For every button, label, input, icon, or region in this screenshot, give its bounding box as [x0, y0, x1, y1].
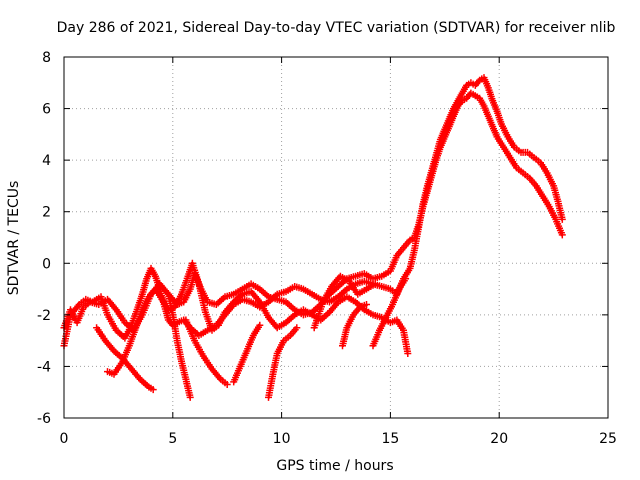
x-tick-label: 10: [273, 431, 291, 447]
y-tick-label: -4: [37, 359, 51, 375]
x-tick-label: 25: [599, 431, 617, 447]
chart-title: Day 286 of 2021, Sidereal Day-to-day VTE…: [57, 20, 616, 36]
series-track-6: [182, 316, 231, 388]
axis-ticks: [63, 56, 609, 419]
y-tick-label: 4: [42, 153, 51, 169]
series-track-9: [310, 272, 379, 332]
x-axis-title: GPS time / hours: [276, 458, 393, 474]
y-tick-label: 8: [42, 50, 51, 66]
y-tick-label: 2: [42, 205, 51, 221]
series-track-11: [369, 275, 410, 350]
y-tick-labels: -6 -4 -2 0 2 4 6 8: [37, 50, 51, 427]
marker-trace: [265, 324, 301, 401]
y-axis-title: SDTVAR / TECUs: [6, 181, 22, 296]
marker-trace: [93, 324, 157, 394]
series-track-7: [230, 321, 264, 386]
series-track-10: [339, 301, 370, 350]
series-track-3: [104, 259, 412, 378]
plot-frame: [63, 56, 609, 419]
y-tick-label: -6: [37, 411, 51, 427]
x-tick-label: 0: [60, 431, 69, 447]
marker-trace: [230, 321, 264, 386]
marker-trace: [369, 275, 410, 350]
series-track-4: [93, 324, 157, 394]
marker-trace: [182, 316, 231, 388]
series-track-8: [265, 324, 301, 401]
y-tick-label: -2: [37, 308, 51, 324]
x-tick-label: 15: [381, 431, 399, 447]
marker-trace: [104, 259, 412, 378]
marker-trace: [339, 301, 370, 350]
x-tick-label: 20: [490, 431, 508, 447]
grid-lines: [64, 57, 608, 418]
x-tick-label: 5: [168, 431, 177, 447]
marker-trace: [164, 290, 194, 401]
x-tick-labels: 0 5 10 15 20 25: [60, 431, 617, 447]
y-tick-label: 6: [42, 102, 51, 118]
series-track-5: [164, 290, 194, 401]
data-markers: [60, 74, 566, 401]
y-tick-label: 0: [42, 256, 51, 272]
marker-trace: [310, 272, 379, 332]
